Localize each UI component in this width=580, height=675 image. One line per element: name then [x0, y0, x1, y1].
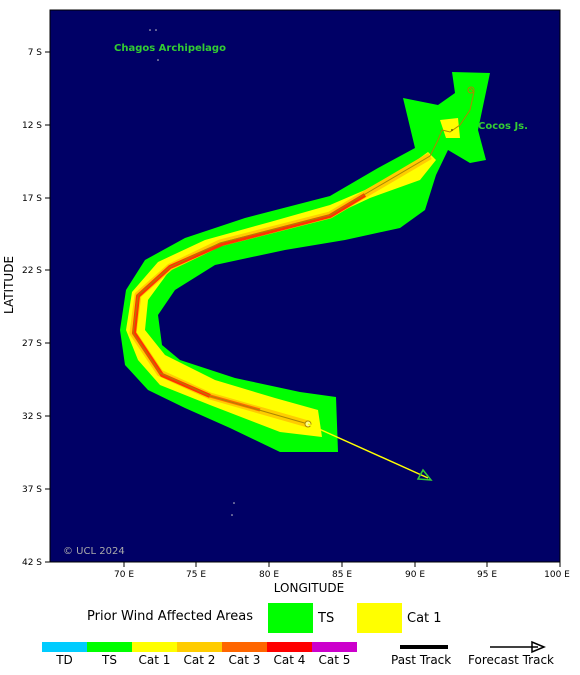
track-loop-marker — [467, 86, 475, 94]
x-tick-label: 90 E — [405, 570, 425, 580]
scale-label-ts: TS — [102, 653, 117, 667]
x-axis-title: LONGITUDE — [274, 581, 344, 595]
chagos-island-dot — [149, 29, 151, 31]
x-tick-label: 100 E — [544, 570, 570, 580]
scale-bar-cat1 — [132, 642, 177, 652]
scale-label-cat3: Cat 3 — [228, 653, 261, 667]
past-track-label: Past Track — [391, 653, 452, 667]
y-tick-label: 7 S — [28, 48, 43, 58]
forecast-arrowhead — [416, 468, 433, 481]
cocos-island-dot — [451, 129, 453, 131]
y-tick-label: 42 S — [22, 558, 42, 568]
scale-label-cat2: Cat 2 — [183, 653, 216, 667]
forecast-arrow-symbol — [531, 640, 546, 654]
legend-label-cat1: Cat 1 — [407, 611, 442, 626]
y-axis-title: LATITUDE — [2, 256, 16, 314]
prior-wind-legend-title: Prior Wind Affected Areas — [87, 609, 253, 624]
y-axis: 7 S 12 S 17 S 22 S 27 S 32 S 37 S 42 S — [22, 48, 50, 568]
y-tick-label: 32 S — [22, 412, 42, 422]
scale-bar-cat5 — [312, 642, 357, 652]
chagos-island-dot — [155, 29, 157, 31]
y-tick-label: 17 S — [22, 194, 42, 204]
x-tick-label: 70 E — [114, 570, 134, 580]
track-legend-symbols — [400, 640, 546, 654]
scale-label-td: TD — [56, 653, 73, 667]
scale-bar-cat4 — [267, 642, 312, 652]
cat1-wind-field — [126, 152, 436, 437]
y-tick-label: 27 S — [22, 339, 42, 349]
scale-label-cat4: Cat 4 — [273, 653, 306, 667]
forecast-track-line — [307, 423, 429, 479]
island-dot — [233, 502, 235, 504]
legend-swatch-cat1 — [357, 603, 402, 633]
legend-swatch-ts — [268, 603, 313, 633]
ts-wind-field — [120, 72, 490, 452]
place-label-cocos: Cocos Js. — [478, 121, 528, 132]
x-tick-label: 95 E — [477, 570, 497, 580]
chagos-island-dot — [157, 59, 159, 61]
y-tick-label: 22 S — [22, 266, 42, 276]
scale-label-cat5: Cat 5 — [318, 653, 351, 667]
cocos-cat1-area — [440, 118, 460, 138]
y-tick-label: 37 S — [22, 485, 42, 495]
x-tick-label: 80 E — [259, 570, 279, 580]
legend-label-ts: TS — [318, 611, 335, 626]
scale-bar-ts — [87, 642, 132, 652]
island-dot — [231, 514, 233, 516]
scale-bar-td — [42, 642, 87, 652]
scale-label-cat1: Cat 1 — [138, 653, 171, 667]
y-tick-label: 12 S — [22, 121, 42, 131]
storm-track-map: Chagos Archipelago Cocos Js. © UCL 2024 … — [2, 9, 570, 595]
forecast-track-label: Forecast Track — [468, 653, 554, 667]
scale-bar-cat3 — [222, 642, 267, 652]
place-label-chagos: Chagos Archipelago — [114, 43, 226, 54]
x-tick-label: 85 E — [332, 570, 352, 580]
scale-bar-cat2 — [177, 642, 222, 652]
past-track-line — [132, 87, 475, 425]
x-tick-label: 75 E — [186, 570, 206, 580]
copyright-label: © UCL 2024 — [63, 546, 125, 557]
x-axis: 70 E 75 E 80 E 85 E 90 E 95 E 100 E — [114, 562, 570, 580]
